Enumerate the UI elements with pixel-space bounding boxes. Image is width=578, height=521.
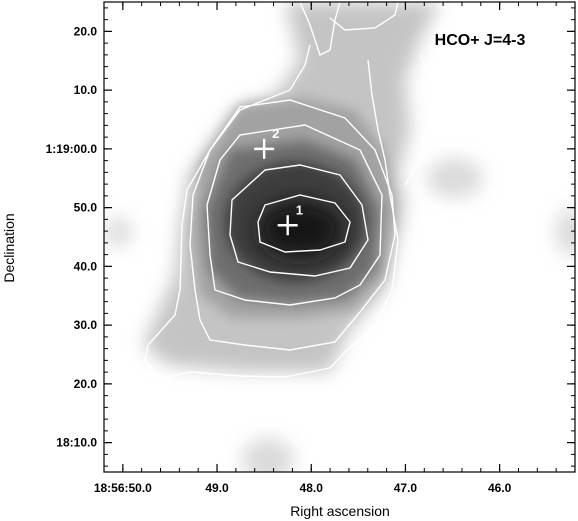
x-tick-label: 46.0 [488,481,512,495]
y-tick-label: 20.0 [74,24,98,38]
x-tick-label: 18:56:50.0 [94,481,152,495]
intensity-map [104,2,575,472]
contour-level-4 [229,164,369,277]
source-label: 2 [272,126,279,141]
contour-level-1 [144,2,433,379]
x-tick-label: 47.0 [394,481,418,495]
y-tick-label: 50.0 [74,201,98,215]
map-title: HCO+ J=4-3 [435,32,526,49]
y-axis-title: Declination [1,213,17,282]
plot-frame [103,1,576,473]
y-tick-label: 30.0 [74,318,98,332]
x-axis: 18:56:50.0 49.0 48.0 47.0 46.0 [94,2,557,495]
y-tick-label: 18:10.0 [56,436,97,450]
y-tick-label: 10.0 [74,83,98,97]
contour-lines [144,2,433,379]
source-marker-2: 2 [254,126,279,159]
y-tick-label: 40.0 [74,259,98,273]
x-axis-title: Right ascension [290,503,390,519]
contour-level-2 [189,99,396,351]
y-tick-label: 1:19:00.0 [46,142,98,156]
contour-level-3 [206,124,383,306]
source-label: 1 [296,202,303,217]
x-tick-label: 48.0 [300,481,324,495]
y-tick-label: 20.0 [74,377,98,391]
y-axis: 18:10.0 20.0 30.0 40.0 50.0 1:19:00.0 10.0 20.0 [46,7,575,467]
x-tick-label: 49.0 [205,481,229,495]
contour-level-5 [257,194,351,253]
source-marker-1: 1 [277,202,303,236]
source-markers: 12 [254,126,303,236]
